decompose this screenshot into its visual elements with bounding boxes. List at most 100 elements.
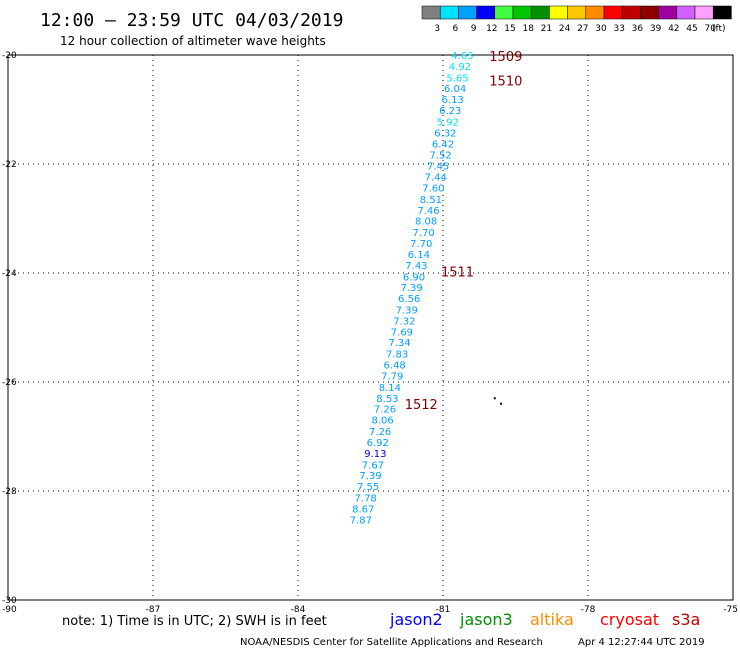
swh-value-label: 9.13: [364, 449, 386, 460]
satellite-name: jason2: [389, 610, 443, 629]
scale-swatch: [712, 5, 732, 20]
swh-value-label: 7.34: [388, 338, 410, 349]
scale-label: 36: [632, 24, 644, 34]
swh-value-label: 7.46: [417, 206, 439, 217]
grid-lines: [8, 55, 733, 600]
swh-value-label: 6.04: [444, 84, 466, 95]
swh-value-label: 8.53: [376, 394, 398, 405]
scale-label: 12: [486, 24, 497, 34]
swh-value-label: 7.55: [357, 482, 379, 493]
scale-label: 21: [541, 24, 552, 34]
swh-value-label: 7.60: [422, 183, 444, 194]
scale-swatch: [439, 5, 459, 20]
scale-swatch: [640, 5, 659, 20]
swh-value-label: 7.69: [391, 327, 413, 338]
color-scale-legend: 3 6 9 12 15 18 21 24 27 30 33 36 39 42 45 70: [421, 5, 732, 34]
scale-label: 42: [668, 24, 679, 34]
swh-value-label: 7.78: [355, 494, 377, 505]
swh-value-label: 5.92: [437, 117, 459, 128]
satellite-name: cryosat: [600, 610, 659, 629]
scale-label: 33: [613, 24, 624, 34]
scale-unit-label: (ft): [712, 24, 726, 34]
scale-swatch: [585, 5, 605, 20]
y-tick-label: -20: [2, 51, 17, 61]
swh-value-label: 6.56: [398, 294, 420, 305]
pass-labels: 1509 1510 1511 1512: [405, 50, 523, 413]
footer-credit: NOAA/NESDIS Center for Satellite Applica…: [240, 637, 543, 648]
y-tick-label: -30: [2, 596, 17, 606]
swh-value-label: 5.65: [446, 73, 468, 84]
swh-value-label: 7.32: [393, 316, 415, 327]
footer-timestamp: Apr 4 12:27:44 UTC 2019: [578, 637, 705, 648]
scale-swatch: [694, 5, 714, 20]
y-tick-label: -26: [2, 378, 17, 388]
axis-tick-labels: -20 -22 -24 -26 -28 -30-90 -87 -84 -81 -78 -75: [2, 51, 738, 615]
scale-label: 24: [559, 24, 571, 34]
swh-value-label: 7.44: [425, 173, 447, 184]
y-tick-label: -24: [2, 269, 17, 279]
swh-value-label: 8.51: [420, 195, 442, 206]
scale-label: 9: [471, 24, 477, 34]
y-tick-label: -22: [2, 160, 17, 170]
pass-number-label: 1512: [405, 398, 438, 413]
scale-swatch: [494, 5, 514, 20]
scale-label: 6: [453, 24, 459, 34]
scale-label: 18: [522, 24, 534, 34]
plot-frame: [7, 54, 734, 601]
scale-swatch: [658, 5, 678, 20]
swh-value-label: 6.92: [367, 438, 389, 449]
swh-value-label: 8.06: [371, 416, 393, 427]
swh-value-label: 7.39: [400, 283, 422, 294]
satellite-name: jason3: [459, 610, 513, 629]
scale-label: 45: [686, 24, 697, 34]
swh-value-label: 7.79: [381, 371, 403, 382]
swh-value-label: 6.13: [442, 95, 464, 106]
swh-value-label: 8.14: [379, 383, 401, 394]
scale-swatch: [549, 5, 568, 20]
swh-value-label: 7.45: [427, 162, 449, 173]
y-tick-label: -28: [2, 487, 17, 497]
swh-value-label: 6.48: [384, 361, 406, 372]
swh-value-label: 7.67: [362, 460, 384, 471]
satellite-legend: jason2 jason3 altika cryosat s3a: [389, 610, 700, 629]
swh-value-label: 7.39: [359, 471, 381, 482]
scale-swatch: [676, 5, 696, 20]
swh-value-label: 7.39: [396, 306, 418, 317]
x-tick-label: -87: [146, 605, 161, 615]
swh-value-label: 8.67: [352, 504, 374, 515]
scale-label: 3: [434, 24, 440, 34]
x-tick-label: -78: [581, 605, 596, 615]
scale-label: 15: [504, 24, 515, 34]
note-text: note: 1) Time is in UTC; 2) SWH is in fe…: [62, 614, 327, 629]
data-dot: [493, 397, 496, 400]
x-tick-label: -81: [436, 605, 451, 615]
scale-swatch: [567, 5, 587, 20]
swh-value-label: 8.08: [415, 217, 437, 228]
pass-number-label: 1510: [489, 75, 522, 90]
swh-value-label: 7.43: [405, 261, 427, 272]
scale-label: 27: [577, 24, 588, 34]
stray-dots: [493, 397, 503, 405]
scale-swatch: [512, 5, 532, 20]
satellite-name: s3a: [672, 610, 700, 629]
swh-value-label: 6.14: [408, 250, 430, 261]
scale-label: 70: [704, 24, 716, 34]
scale-swatch: [476, 5, 496, 20]
pass-number-label: 1511: [441, 265, 474, 280]
scale-swatch: [530, 5, 550, 20]
satellite-name: altika: [530, 610, 574, 629]
swh-value-label: 7.52: [429, 151, 451, 162]
chart-title: 12:00 – 23:59 UTC 04/03/2019: [40, 10, 343, 31]
scale-label: 30: [595, 24, 607, 34]
swh-value-label: 7.87: [350, 515, 372, 526]
swh-value-label: 7.26: [374, 405, 396, 416]
scale-swatch: [603, 5, 623, 20]
scale-swatch: [458, 5, 477, 20]
swh-value-label: 4.92: [449, 62, 471, 73]
swh-values: 4.634.925.656.046.136.235.926.326.427.52…: [350, 51, 474, 526]
scale-swatch: [621, 5, 641, 20]
swh-value-label: 6.42: [432, 139, 454, 150]
swh-value-label: 6.90: [403, 272, 425, 283]
chart-subtitle: 12 hour collection of altimeter wave hei…: [60, 34, 326, 48]
